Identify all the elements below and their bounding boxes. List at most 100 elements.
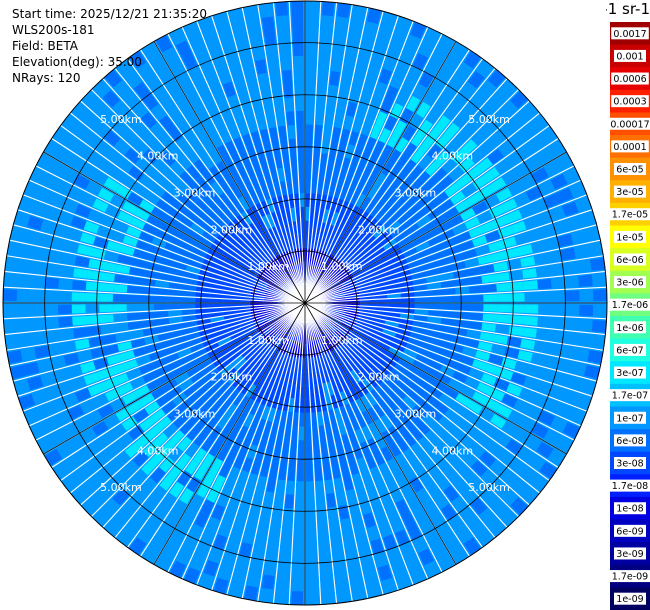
range-gate [327, 352, 336, 366]
range-gate [222, 81, 236, 98]
range-gate [140, 311, 155, 320]
range-gate [472, 391, 488, 405]
range-gate [183, 187, 198, 202]
range-gate [334, 477, 344, 493]
range-gate [222, 294, 237, 299]
range-gate [195, 415, 210, 431]
colorbar-cell: 3e-08 [610, 451, 650, 475]
range-gate [533, 341, 549, 353]
range-gate [239, 320, 254, 328]
range-gate [311, 412, 318, 427]
range-gate [360, 255, 374, 266]
range-gate [482, 284, 497, 293]
ring-label: 1.00km [247, 260, 289, 273]
range-gate [569, 182, 587, 198]
range-gate [170, 366, 186, 378]
range-gate [448, 378, 464, 392]
range-gate [374, 172, 387, 188]
range-gate [371, 317, 386, 324]
range-gate [401, 217, 416, 230]
range-gate [287, 356, 294, 371]
range-gate [181, 303, 196, 309]
range-gate [450, 42, 468, 61]
range-gate [346, 257, 359, 269]
range-gate [288, 193, 295, 208]
range-gate [306, 522, 316, 537]
range-gate [57, 304, 72, 315]
range-gate [185, 332, 201, 341]
range-gate [348, 239, 360, 252]
range-gate [100, 324, 115, 334]
range-gate [246, 473, 258, 489]
range-gate [112, 304, 127, 312]
range-gate [400, 303, 415, 308]
ray-line [304, 302, 597, 382]
range-gate [370, 388, 383, 403]
range-gate [466, 192, 483, 206]
range-gate [144, 261, 159, 271]
range-gate [271, 350, 280, 364]
range-gate [254, 340, 266, 352]
range-gate [150, 183, 166, 198]
range-gate [179, 420, 194, 435]
range-gate [496, 282, 511, 292]
range-gate [263, 420, 273, 436]
range-gate [228, 581, 244, 598]
range-gate [199, 328, 214, 337]
range-gate [361, 470, 373, 486]
range-gate [99, 304, 114, 313]
range-gate [261, 376, 271, 391]
ray-line [140, 49, 306, 304]
colorbar-tick-bg [610, 208, 650, 221]
range-gate [306, 14, 319, 29]
range-gate [225, 188, 237, 203]
range-gate [326, 210, 335, 225]
ray-line [28, 302, 306, 427]
range-gate [373, 188, 385, 203]
range-gate [127, 192, 144, 206]
range-gate [507, 180, 525, 196]
range-gate [236, 299, 251, 303]
range-gate [576, 333, 592, 347]
range-gate [316, 327, 324, 341]
range-gate [10, 226, 27, 242]
range-gate [448, 214, 464, 228]
range-gate [241, 228, 253, 242]
range-gate [156, 325, 171, 334]
range-gate [400, 241, 415, 253]
range-gate [344, 202, 355, 218]
range-gate [436, 522, 453, 540]
range-gate [356, 346, 369, 358]
range-gate [519, 174, 537, 190]
range-gate [135, 354, 151, 366]
range-gate [317, 83, 327, 99]
range-gate [443, 449, 460, 466]
range-gate [168, 446, 184, 463]
range-gate [295, 97, 304, 112]
range-gate [167, 235, 183, 247]
range-gate [154, 229, 170, 241]
ring-label: 2.00km [358, 223, 400, 236]
range-gate [140, 295, 155, 302]
range-gate [103, 344, 120, 355]
range-gate [441, 288, 456, 295]
range-gate [435, 133, 451, 150]
range-gate [167, 386, 183, 399]
range-gate [241, 248, 254, 260]
range-gate [416, 215, 432, 228]
range-gate [121, 110, 139, 128]
range-gate [432, 214, 448, 227]
range-gate [265, 290, 279, 296]
range-gate [268, 282, 282, 291]
range-gate [204, 186, 218, 201]
range-gate [430, 78, 446, 95]
range-gate [435, 257, 451, 267]
range-gate [224, 317, 239, 324]
range-gate [231, 438, 243, 454]
ring-label: 1.00km [321, 260, 363, 273]
range-gate [276, 576, 289, 591]
range-gate [84, 131, 102, 149]
range-gate [244, 245, 257, 257]
range-gate [258, 72, 270, 88]
range-gate [579, 304, 594, 317]
